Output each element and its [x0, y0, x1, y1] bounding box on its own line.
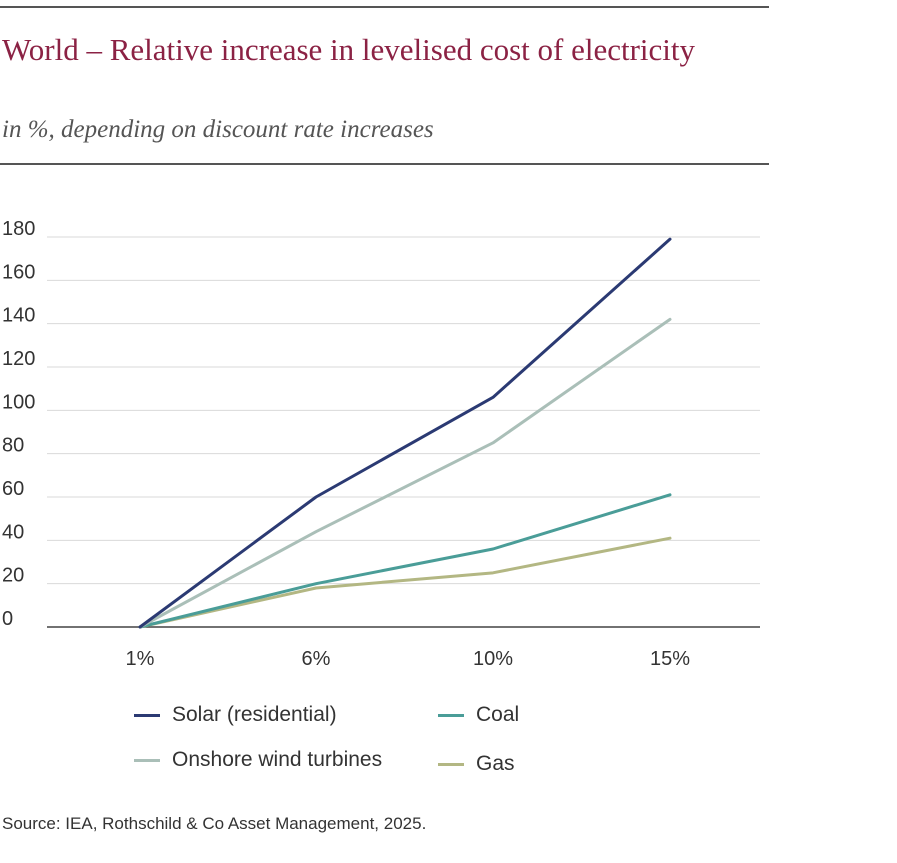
header-rule [0, 163, 769, 165]
y-tick-label: 140 [2, 305, 35, 327]
y-axis-tick-labels: 0 20 40 60 80 100 120 140 160 180 [2, 218, 35, 630]
x-tick-label: 6% [302, 648, 331, 670]
series-line-gas [138, 536, 672, 629]
line-chart: 0 20 40 60 80 100 120 140 160 180 1% 6% 10% 15% [2, 218, 760, 670]
legend-swatch-onshore-wind [134, 758, 160, 762]
y-tick-label: 0 [2, 608, 13, 630]
series-line-coal [138, 493, 672, 629]
series-line-onshore-wind-turbines [138, 317, 672, 629]
series-lines [138, 237, 672, 629]
y-tick-label: 80 [2, 435, 24, 457]
y-tick-label: 20 [2, 565, 24, 587]
top-rule [0, 6, 769, 8]
legend-label-gas: Gas [476, 752, 515, 775]
legend-label-onshore-wind: Onshore wind turbines [172, 748, 383, 771]
x-tick-label: 1% [126, 648, 155, 670]
y-tick-label: 40 [2, 521, 24, 543]
x-axis-tick-labels: 1% 6% 10% 15% [126, 648, 691, 670]
legend-label-solar: Solar (residential) [172, 703, 337, 726]
legend-label-coal: Coal [476, 703, 520, 726]
legend-item-gas: Gas [438, 749, 515, 779]
legend-item-solar: Solar (residential) [134, 700, 337, 730]
legend-swatch-coal [438, 713, 464, 717]
legend: Solar (residential) Onshore wind turbine… [134, 700, 634, 780]
legend-item-onshore-wind: Onshore wind turbines [134, 745, 382, 775]
series-line-solar-residential [138, 237, 672, 629]
y-tick-label: 100 [2, 391, 35, 413]
legend-swatch-gas [438, 762, 464, 766]
x-tick-label: 15% [650, 648, 690, 670]
gridlines [47, 236, 760, 628]
chart-subtitle: in %, depending on discount rate increas… [2, 116, 434, 143]
y-tick-label: 60 [2, 478, 24, 500]
y-tick-label: 180 [2, 218, 35, 240]
legend-item-coal: Coal [438, 700, 519, 730]
chart-title: World – Relative increase in levelised c… [2, 32, 696, 67]
y-tick-label: 120 [2, 348, 35, 370]
source-note: Source: IEA, Rothschild & Co Asset Manag… [2, 814, 427, 833]
x-tick-label: 10% [473, 648, 513, 670]
legend-swatch-solar [134, 713, 160, 717]
y-tick-label: 160 [2, 261, 35, 283]
